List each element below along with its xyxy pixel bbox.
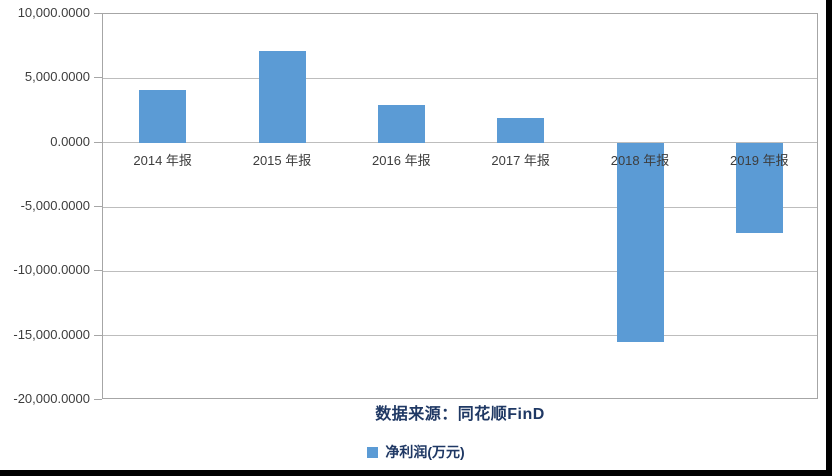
legend-label: 净利润(万元) bbox=[385, 444, 465, 460]
y-axis-tick bbox=[94, 77, 102, 79]
bar-2016年报 bbox=[377, 105, 425, 143]
y-axis-tick bbox=[94, 206, 102, 207]
bar-2019年报 bbox=[735, 142, 783, 233]
gridline bbox=[103, 142, 817, 144]
x-category-label: 2017 年报 bbox=[491, 152, 550, 168]
bar-2018年报 bbox=[616, 142, 664, 343]
screen-edge-strip-right bbox=[826, 0, 832, 476]
y-tick-label: -5,000.0000 bbox=[20, 198, 90, 213]
y-tick-label: 5,000.0000 bbox=[24, 69, 90, 85]
plot-area: 2014 年报 2015 年报 2016 年报 2017 年报 2018 年报 2019 … bbox=[102, 13, 818, 399]
y-axis-tick bbox=[94, 399, 102, 400]
y-tick-label: -20,000.0000 bbox=[13, 391, 90, 406]
bar-2017年报 bbox=[497, 118, 545, 143]
gridline bbox=[103, 77, 817, 79]
x-category-label: 2019 年报 bbox=[730, 152, 789, 168]
legend: 净利润(万元) bbox=[0, 442, 832, 462]
gridline bbox=[103, 206, 817, 208]
x-category-label: 2014 年报 bbox=[133, 152, 192, 168]
y-tick-label: 10,000.0000 bbox=[17, 5, 90, 20]
y-tick-label: -10,000.0000 bbox=[13, 262, 90, 278]
bar-2014年报 bbox=[139, 89, 187, 143]
y-tick-label: -15,000.0000 bbox=[13, 326, 90, 342]
y-axis-tick bbox=[94, 334, 102, 336]
data-source-note: 数据来源：同花顺FinD bbox=[375, 406, 545, 423]
y-tick-label: 0.0000 bbox=[50, 133, 90, 149]
gridline bbox=[103, 270, 817, 272]
bar-2015年报 bbox=[258, 51, 306, 143]
y-axis-tick bbox=[94, 141, 102, 143]
y-axis-tick bbox=[94, 270, 102, 272]
gridline bbox=[103, 335, 817, 337]
legend-swatch-icon bbox=[367, 446, 379, 458]
x-category-label: 2018 年报 bbox=[610, 152, 670, 168]
y-axis-tick bbox=[94, 13, 102, 14]
x-category-label: 2016 年报 bbox=[372, 152, 431, 168]
x-category-label: 2015 年报 bbox=[252, 152, 312, 168]
screen-edge-strip-bottom bbox=[0, 470, 832, 476]
